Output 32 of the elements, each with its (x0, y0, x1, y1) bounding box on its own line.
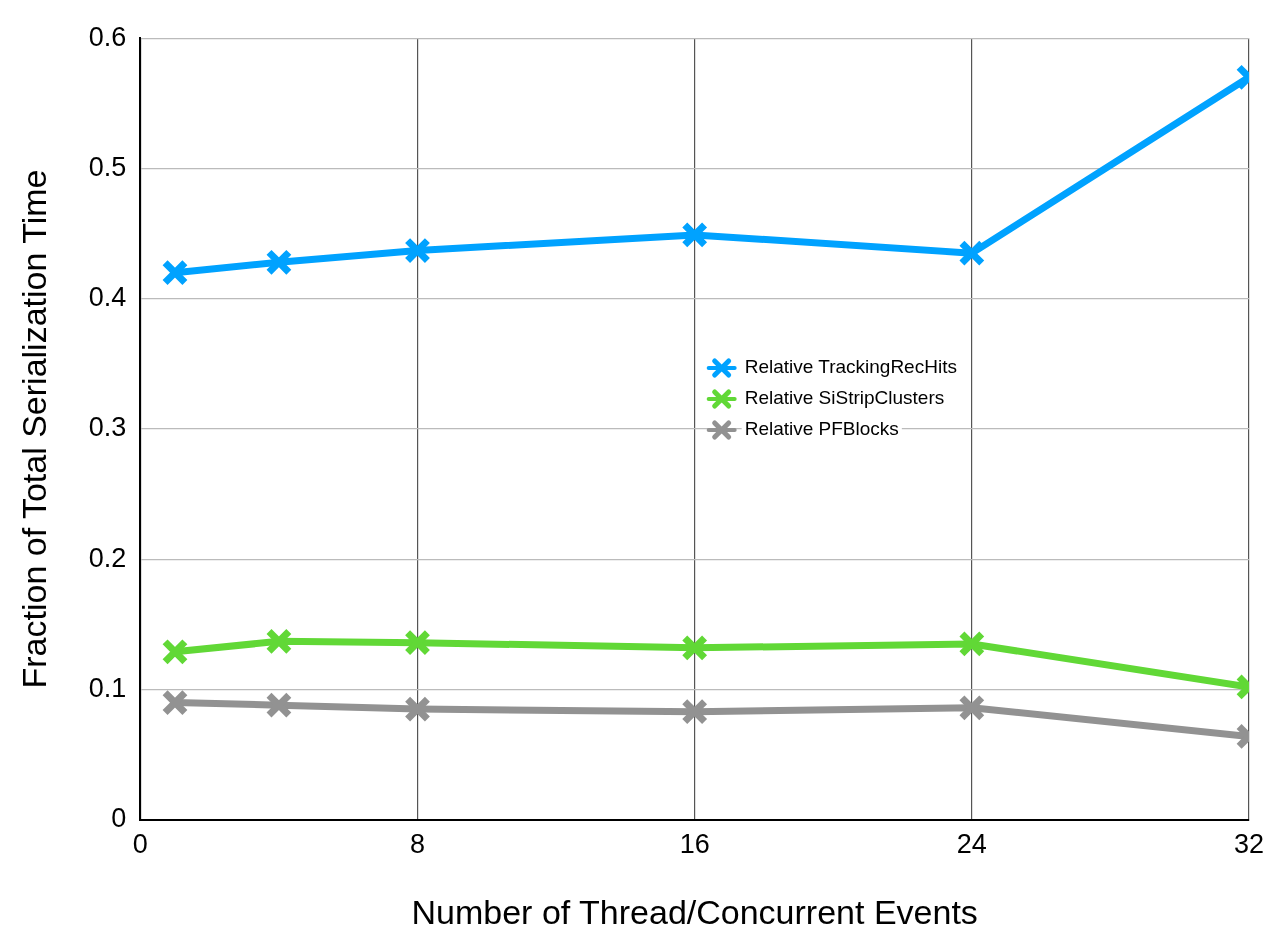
point (161, 638, 189, 666)
point (404, 695, 431, 723)
x-tick-label: 8 (409, 829, 426, 860)
y-tick-label: 0.6 (88, 21, 127, 52)
x-tick-label: 24 (956, 829, 987, 860)
point (265, 691, 293, 719)
point (958, 694, 986, 722)
y-tick-label: 0.1 (88, 672, 127, 703)
y-axis-title: Fraction of Total Serialization Time (14, 169, 53, 689)
y-tick-label: 0 (111, 803, 127, 834)
point (681, 634, 709, 662)
point (161, 259, 189, 287)
point (681, 221, 709, 249)
legend-label: Relative TrackingRecHits (744, 356, 957, 378)
point (265, 248, 293, 276)
y-tick-label: 0.3 (88, 412, 127, 443)
y-tick-label: 0.4 (88, 282, 127, 313)
y-tick-label: 0.5 (88, 151, 127, 182)
point (681, 698, 709, 726)
point (958, 239, 986, 267)
legend-label: Relative PFBlocks (744, 418, 899, 440)
point (265, 627, 293, 655)
x-axis-title: Number of Thread/Concurrent Events (411, 892, 978, 931)
point (161, 689, 189, 716)
x-tick-label: 16 (679, 829, 710, 860)
y-tick-label: 0.2 (88, 542, 127, 573)
point (404, 237, 431, 264)
point (404, 629, 431, 657)
x-tick-label: 32 (1233, 829, 1265, 860)
x-tick-label: 0 (132, 829, 148, 860)
point (958, 630, 986, 658)
legend-label: Relative SiStripClusters (744, 387, 945, 409)
